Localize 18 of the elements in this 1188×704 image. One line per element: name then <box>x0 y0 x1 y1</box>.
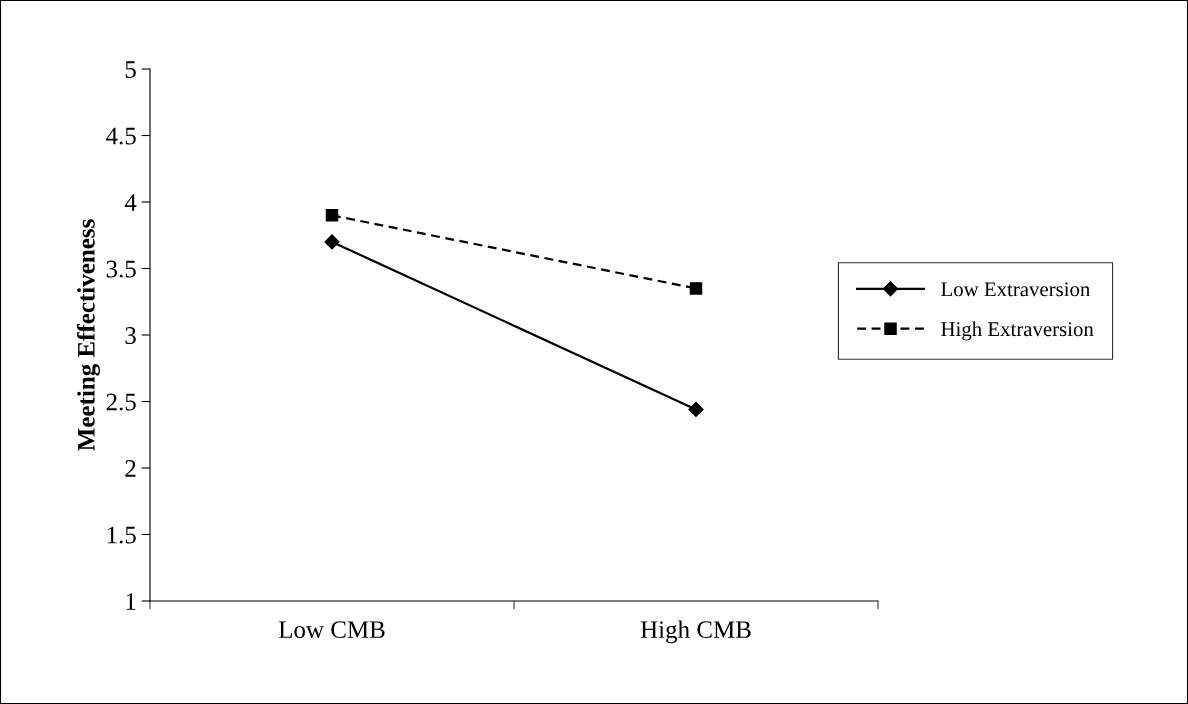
point <box>688 401 704 418</box>
point <box>325 209 339 222</box>
y-tick-label: 4.5 <box>106 127 136 145</box>
point <box>689 282 703 295</box>
y-tick-label: 5 <box>125 61 136 78</box>
y-axis-title: Meeting Effectiveness <box>76 219 100 451</box>
y-tick-label: 1 <box>126 593 136 610</box>
x-tick-label: High CMB <box>640 620 751 644</box>
y-tick-label: 4 <box>124 194 137 211</box>
y-tick-label: 3.5 <box>106 260 136 278</box>
y-tick-label: 2 <box>125 460 136 477</box>
x-tick-label: Low CMB <box>278 621 385 639</box>
y-tick-label: 3 <box>125 327 136 344</box>
legend-label: High Extraversion <box>941 321 1094 341</box>
point <box>324 234 340 250</box>
y-tick-label: 1.5 <box>107 526 136 544</box>
legend-label: Low Extraversion <box>941 282 1091 297</box>
y-tick-label: 2.5 <box>106 393 136 411</box>
